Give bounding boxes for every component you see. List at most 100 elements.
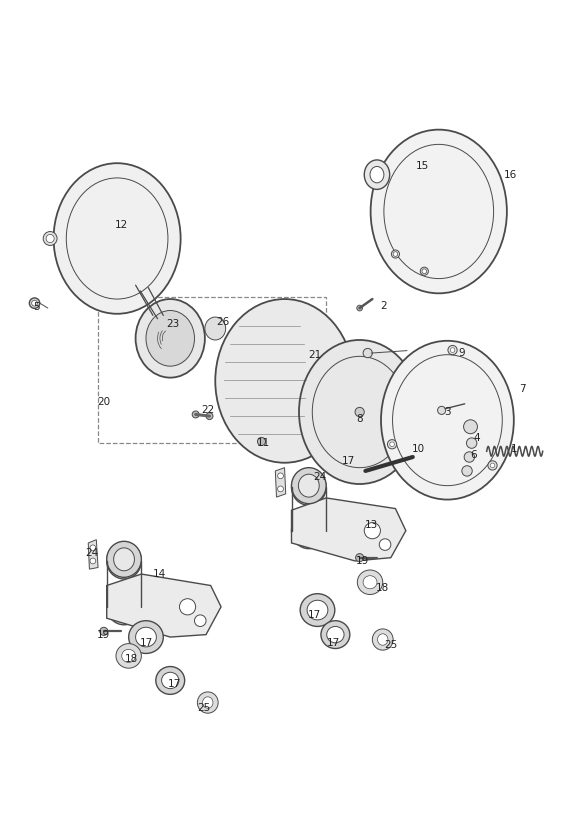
Text: 17: 17	[308, 610, 321, 620]
Circle shape	[380, 539, 391, 550]
Ellipse shape	[381, 341, 514, 499]
Circle shape	[391, 250, 399, 258]
Circle shape	[90, 545, 96, 550]
Ellipse shape	[198, 692, 218, 714]
Circle shape	[192, 411, 199, 418]
Circle shape	[463, 419, 477, 433]
Ellipse shape	[146, 311, 195, 366]
Text: 23: 23	[167, 319, 180, 329]
Text: 21: 21	[308, 349, 321, 360]
Text: 8: 8	[356, 414, 363, 424]
Ellipse shape	[129, 620, 163, 653]
Ellipse shape	[371, 129, 507, 293]
Circle shape	[100, 627, 108, 635]
Ellipse shape	[292, 468, 326, 503]
Text: 12: 12	[114, 220, 128, 231]
Text: 18: 18	[124, 654, 138, 664]
Ellipse shape	[326, 626, 344, 643]
Ellipse shape	[241, 361, 264, 387]
Bar	[241, 365, 264, 388]
Circle shape	[393, 251, 398, 256]
Ellipse shape	[373, 629, 393, 650]
Ellipse shape	[136, 299, 205, 377]
Text: 15: 15	[415, 162, 429, 171]
Circle shape	[488, 461, 497, 470]
Ellipse shape	[107, 541, 141, 578]
Text: 5: 5	[33, 302, 40, 312]
Ellipse shape	[205, 317, 226, 340]
Text: 6: 6	[470, 450, 477, 460]
Text: 17: 17	[168, 679, 181, 689]
Text: 4: 4	[473, 433, 480, 443]
Text: 2: 2	[381, 301, 387, 311]
Circle shape	[355, 407, 364, 417]
Text: 1: 1	[511, 444, 517, 454]
Text: 17: 17	[326, 638, 340, 648]
Circle shape	[448, 345, 457, 354]
Polygon shape	[107, 574, 221, 637]
Ellipse shape	[363, 576, 377, 589]
Circle shape	[278, 486, 283, 492]
Circle shape	[462, 466, 472, 476]
Ellipse shape	[298, 474, 319, 497]
Text: 16: 16	[504, 170, 518, 180]
Ellipse shape	[241, 342, 264, 368]
Ellipse shape	[136, 627, 156, 647]
Circle shape	[180, 599, 196, 615]
Text: 7: 7	[519, 384, 526, 394]
Ellipse shape	[378, 634, 388, 645]
Ellipse shape	[202, 697, 213, 709]
Circle shape	[450, 348, 455, 353]
Text: 24: 24	[86, 548, 99, 558]
Ellipse shape	[215, 299, 354, 463]
Circle shape	[420, 267, 429, 275]
Circle shape	[90, 558, 96, 564]
Text: 9: 9	[459, 348, 465, 358]
Text: 11: 11	[257, 438, 271, 448]
Text: 17: 17	[342, 456, 354, 466]
Text: 3: 3	[444, 407, 451, 417]
Ellipse shape	[54, 163, 181, 314]
Ellipse shape	[107, 589, 141, 625]
Circle shape	[357, 305, 363, 311]
Polygon shape	[292, 498, 406, 561]
Text: 20: 20	[97, 397, 110, 407]
Text: 24: 24	[314, 472, 327, 483]
Ellipse shape	[116, 644, 141, 668]
Text: 17: 17	[139, 638, 153, 648]
Ellipse shape	[292, 513, 326, 549]
Circle shape	[390, 442, 394, 447]
Circle shape	[258, 438, 265, 446]
Text: 13: 13	[364, 520, 378, 530]
Circle shape	[422, 269, 427, 274]
Circle shape	[206, 413, 213, 419]
Polygon shape	[275, 468, 286, 497]
Ellipse shape	[107, 543, 141, 579]
Circle shape	[278, 473, 283, 479]
Circle shape	[46, 235, 54, 242]
Circle shape	[466, 438, 477, 448]
Text: 22: 22	[201, 405, 215, 415]
Ellipse shape	[156, 667, 185, 695]
Circle shape	[364, 522, 381, 539]
Ellipse shape	[292, 470, 326, 505]
Text: 25: 25	[197, 703, 210, 714]
Circle shape	[490, 463, 495, 468]
Text: 25: 25	[384, 640, 398, 650]
Circle shape	[464, 452, 475, 462]
Text: 10: 10	[412, 444, 425, 454]
Text: 19: 19	[97, 630, 110, 639]
Circle shape	[438, 406, 445, 414]
Text: 18: 18	[376, 583, 389, 593]
Circle shape	[43, 232, 57, 246]
Text: 26: 26	[217, 317, 230, 327]
Circle shape	[195, 615, 206, 626]
Ellipse shape	[364, 160, 389, 190]
Ellipse shape	[299, 340, 420, 484]
Circle shape	[388, 440, 396, 449]
Polygon shape	[88, 540, 98, 569]
Ellipse shape	[161, 672, 179, 689]
Ellipse shape	[321, 620, 350, 648]
Ellipse shape	[357, 570, 382, 594]
Ellipse shape	[370, 166, 384, 183]
